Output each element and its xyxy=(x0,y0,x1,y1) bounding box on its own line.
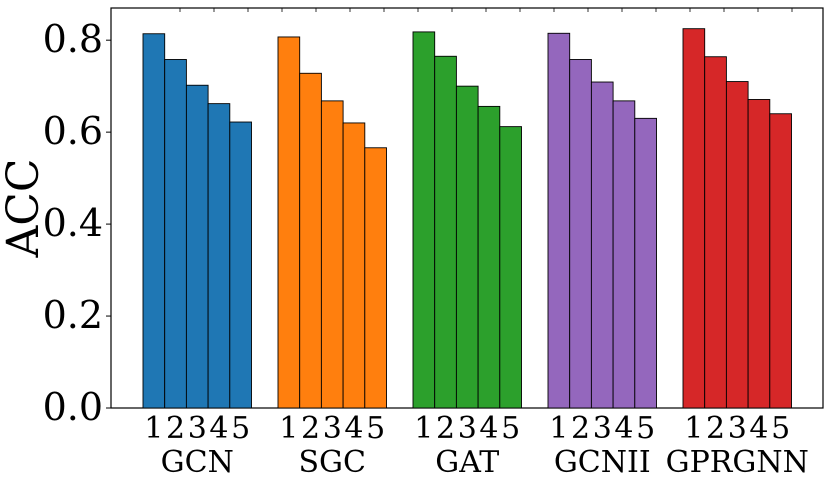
bar-gat-4 xyxy=(477,105,501,409)
x-sub-tick-label: 4 xyxy=(209,411,228,446)
x-sub-tick-label: 1 xyxy=(549,411,568,446)
bar-sgc-3 xyxy=(320,100,344,409)
x-group-label: SGC xyxy=(299,445,366,480)
x-sub-tick-label: 4 xyxy=(479,411,498,446)
bar-gcn-5 xyxy=(229,121,252,409)
x-sub-tick-label: 4 xyxy=(344,411,363,446)
y-tick-label: 0.8 xyxy=(43,17,103,61)
x-sub-tick-label: 5 xyxy=(636,411,655,446)
x-group-label: GPRGNN xyxy=(666,445,809,480)
x-sub-tick-label: 1 xyxy=(684,411,703,446)
x-sub-tick-label: 5 xyxy=(231,411,250,446)
bar-sgc-2 xyxy=(299,72,322,409)
bar-gcn-4 xyxy=(207,103,231,409)
x-sub-tick-label: 4 xyxy=(749,411,768,446)
x-sub-tick-label: 4 xyxy=(614,411,633,446)
y-axis-label: ACC xyxy=(0,158,49,258)
x-sub-tick-label: 2 xyxy=(706,411,725,446)
bar-gat-1 xyxy=(412,31,436,409)
x-sub-tick-label: 3 xyxy=(188,411,207,446)
bars-layer xyxy=(142,28,792,409)
bar-gcn-2 xyxy=(164,59,187,409)
y-tick-label: 0.6 xyxy=(43,109,103,153)
bar-gat-3 xyxy=(455,85,479,409)
x-sub-tick-label: 3 xyxy=(728,411,747,446)
x-group-label: GAT xyxy=(435,445,499,480)
bar-gprgnn-1 xyxy=(682,28,706,409)
x-sub-tick-label: 3 xyxy=(323,411,342,446)
bar-sgc-4 xyxy=(342,122,366,409)
bar-sgc-1 xyxy=(277,36,301,409)
x-sub-tick-label: 5 xyxy=(366,411,385,446)
bar-gcn-1 xyxy=(142,33,166,409)
bar-gprgnn-4 xyxy=(747,99,771,409)
x-sub-tick-label: 3 xyxy=(458,411,477,446)
y-tick-label: 0.2 xyxy=(43,293,103,337)
x-sub-tick-label: 5 xyxy=(501,411,520,446)
bar-gcnii-2 xyxy=(569,59,592,409)
bar-gcnii-4 xyxy=(612,100,636,409)
x-group-label: GCN xyxy=(161,445,234,480)
x-sub-tick-label: 2 xyxy=(166,411,185,446)
x-sub-tick-label: 5 xyxy=(771,411,790,446)
bar-sgc-5 xyxy=(364,147,387,409)
x-group-label: GCNII xyxy=(554,445,651,480)
bar-gcnii-1 xyxy=(547,32,571,409)
bar-gprgnn-3 xyxy=(725,81,749,409)
x-sub-tick-label: 1 xyxy=(279,411,298,446)
bar-gcn-3 xyxy=(185,84,209,409)
bar-gcnii-5 xyxy=(634,117,657,409)
y-tick-label: 0.0 xyxy=(43,385,103,429)
y-axis: 0.0 0.2 0.4 0.6 0.8 xyxy=(43,17,111,429)
x-sub-tick-label: 3 xyxy=(593,411,612,446)
x-sub-tick-label: 2 xyxy=(301,411,320,446)
bar-gat-5 xyxy=(499,126,522,409)
x-sub-tick-label: 2 xyxy=(436,411,455,446)
x-sub-tick-label: 2 xyxy=(571,411,590,446)
bar-gcnii-3 xyxy=(590,81,614,409)
y-tick-label: 0.4 xyxy=(43,201,103,245)
x-sub-tick-label: 1 xyxy=(144,411,163,446)
bar-gprgnn-5 xyxy=(769,113,792,409)
bar-gprgnn-2 xyxy=(704,56,727,409)
bar-gat-2 xyxy=(434,55,457,409)
x-sub-tick-label: 1 xyxy=(414,411,433,446)
